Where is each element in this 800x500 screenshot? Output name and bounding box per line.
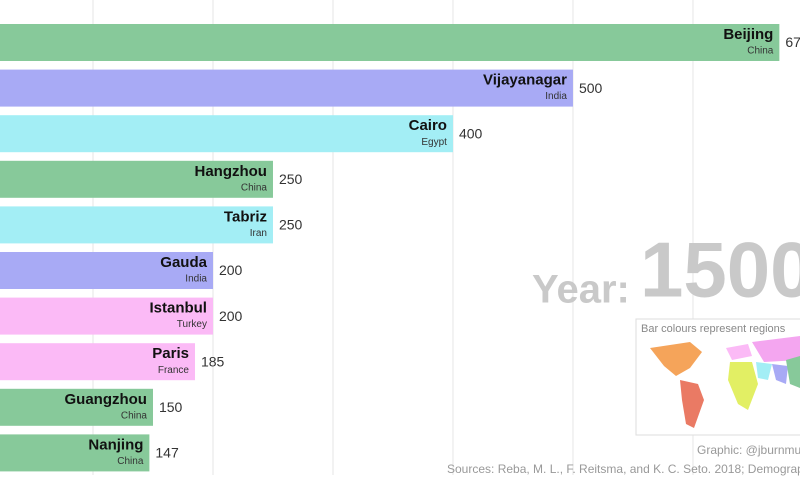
value-label: 200 — [219, 308, 243, 324]
map-region — [680, 380, 704, 428]
bar-label: Cairo — [409, 117, 447, 134]
bar — [0, 343, 195, 381]
year-label: Year: — [532, 268, 630, 312]
bar-label: Nanjing — [88, 436, 143, 453]
bar — [0, 69, 573, 107]
value-label: 250 — [279, 171, 303, 187]
value-label: 147 — [155, 445, 179, 461]
bar-sublabel: Turkey — [177, 319, 207, 330]
legend-title: Bar colours represent regions — [641, 323, 786, 335]
value-label: 672 — [785, 34, 800, 50]
bar-sublabel: Iran — [250, 228, 267, 239]
bar — [0, 434, 150, 472]
legend-box — [635, 318, 800, 436]
value-label: 185 — [201, 353, 225, 369]
bar-sublabel: India — [185, 274, 207, 285]
bar — [0, 252, 213, 289]
sources: Sources: Reba, M. L., F. Reitsma, and K.… — [447, 462, 800, 476]
bar — [0, 160, 273, 198]
value-label: 400 — [459, 125, 483, 141]
map-region — [726, 344, 752, 360]
bar-sublabel: India — [545, 91, 567, 102]
bar — [0, 297, 213, 335]
bar — [0, 115, 453, 153]
map-region — [728, 362, 758, 410]
bar-label: Vijayanagar — [483, 72, 567, 89]
bar-sublabel: China — [121, 410, 148, 421]
legend-map: Bar colours represent regions — [635, 318, 800, 436]
bar-sublabel: Egypt — [421, 137, 447, 148]
credit: Graphic: @jburnmurdoch — [697, 443, 800, 457]
map-region — [752, 336, 800, 362]
bar-label: Guangzhou — [64, 391, 147, 408]
value-label: 250 — [279, 217, 303, 233]
bar-label: Tabriz — [224, 208, 267, 225]
value-label: 500 — [579, 80, 603, 96]
bar-sublabel: China — [117, 456, 144, 467]
bar-sublabel: France — [158, 365, 190, 376]
map-region — [772, 364, 788, 384]
bar-label: Paris — [152, 345, 189, 362]
map-region — [650, 342, 702, 376]
bar — [0, 24, 780, 61]
bar — [0, 206, 273, 244]
value-label: 200 — [219, 262, 243, 278]
bar-label: Beijing — [723, 26, 773, 43]
map-region — [756, 362, 772, 380]
bar-label: Gauda — [160, 254, 207, 271]
bar-sublabel: China — [241, 182, 268, 193]
bar — [0, 388, 153, 426]
bar-label: Hangzhou — [194, 163, 267, 180]
map-region — [786, 356, 800, 388]
year: 1500 — [640, 226, 800, 314]
bar-label: Istanbul — [149, 300, 207, 317]
bar-sublabel: China — [747, 46, 774, 57]
value-label: 150 — [159, 399, 183, 415]
